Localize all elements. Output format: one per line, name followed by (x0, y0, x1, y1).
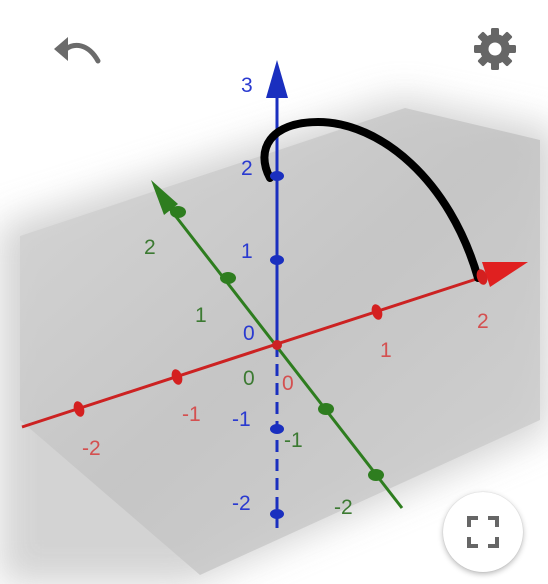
y-origin-label: 0 (243, 367, 255, 390)
x-tick-label: -1 (182, 403, 201, 426)
y-tick-label: -2 (334, 496, 353, 519)
settings-button[interactable] (466, 22, 524, 76)
origin-point (272, 340, 282, 350)
x-tick-mark (371, 304, 383, 320)
fullscreen-icon (467, 516, 499, 548)
gear-icon (474, 28, 516, 70)
fullscreen-button[interactable] (443, 492, 523, 572)
z-tick-mark (270, 171, 284, 181)
undo-icon (54, 37, 101, 64)
z-tick-mark (270, 509, 284, 519)
x-origin-label: 0 (282, 372, 294, 395)
y-tick-label: 2 (144, 236, 156, 259)
y-axis-ticks (170, 206, 384, 481)
y-tick-mark (220, 272, 236, 284)
z-tick-label: -2 (232, 492, 251, 515)
x-tick-mark (171, 369, 183, 385)
y-tick-label: 1 (195, 304, 207, 327)
z-tick-mark (270, 424, 284, 434)
x-axis-labels: -2 -1 1 2 0 (82, 310, 489, 460)
x-tick-label: -2 (82, 437, 101, 460)
z-tick-label: 2 (241, 157, 253, 180)
z-axis-ticks (270, 171, 284, 519)
z-origin-label: 0 (243, 322, 255, 345)
y-tick-mark (170, 206, 186, 218)
y-axis-labels: -2 -1 1 2 0 (144, 236, 353, 519)
z-tick-label: -1 (232, 408, 251, 431)
x-tick-mark (73, 401, 85, 417)
z-tick-label: 3 (241, 74, 253, 97)
z-tick-label: 1 (241, 240, 253, 263)
x-axis-arrow (482, 262, 528, 287)
x-tick-mark (476, 269, 488, 285)
parametric-curve[interactable] (260, 117, 482, 282)
y-tick-mark (318, 403, 334, 415)
y-axis-arrow (151, 180, 178, 215)
y-tick-mark (368, 469, 384, 481)
z-tick-mark (270, 255, 284, 265)
y-tick-label: -1 (284, 429, 303, 452)
y-axis (151, 180, 404, 509)
x-tick-label: 2 (477, 310, 489, 333)
z-axis-labels: -2 -1 1 2 3 0 (232, 74, 255, 515)
x-tick-label: 1 (380, 339, 392, 362)
z-axis-arrow (266, 60, 288, 98)
x-axis-ticks (73, 269, 488, 417)
x-axis (21, 262, 528, 429)
undo-button[interactable] (48, 28, 108, 72)
